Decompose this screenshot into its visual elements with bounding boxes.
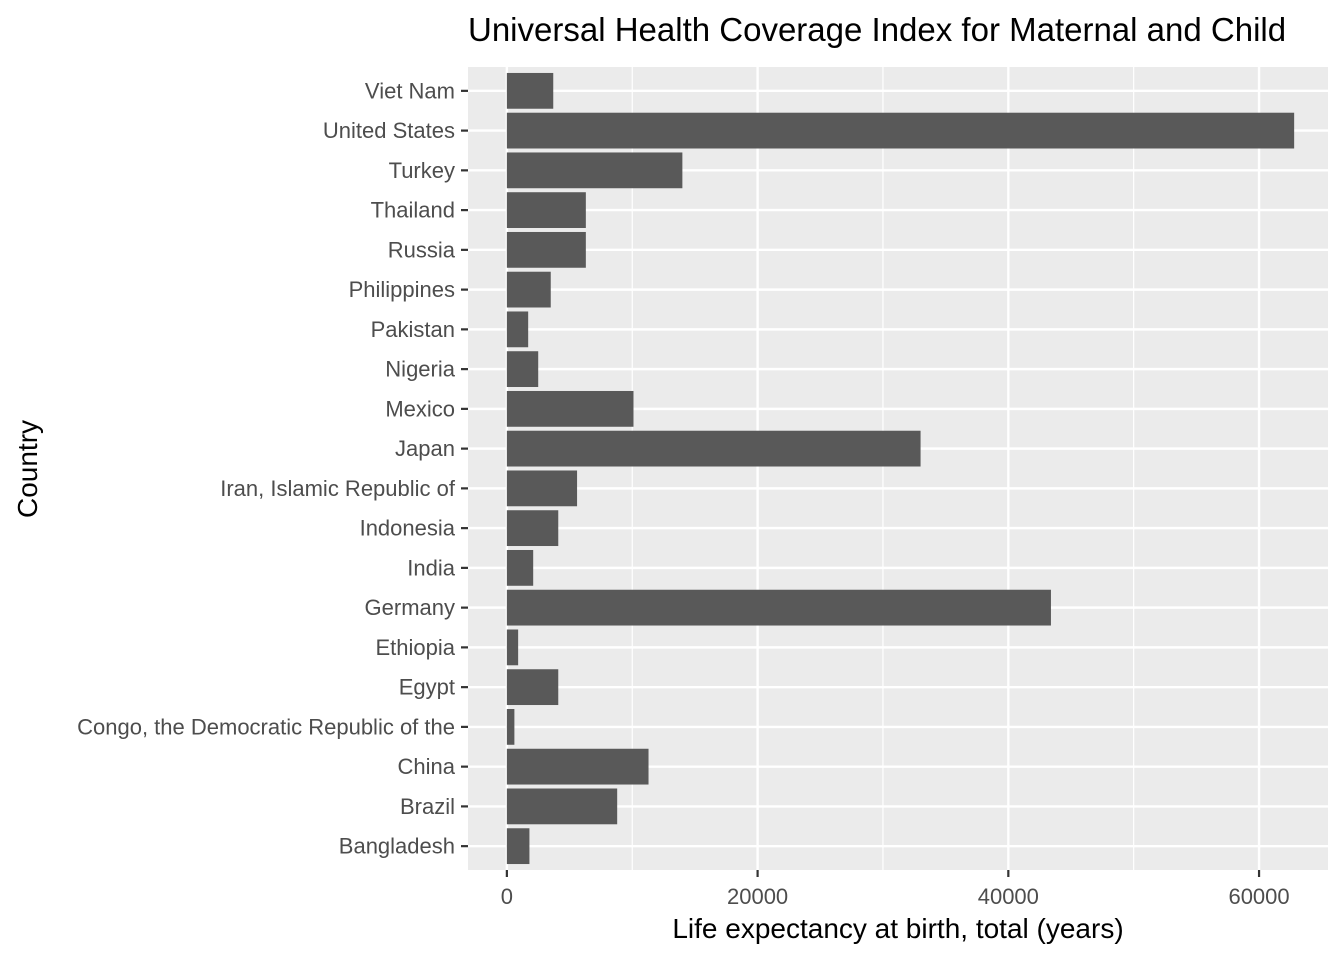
y-tick-label: Philippines bbox=[349, 277, 455, 302]
y-tick-label: Egypt bbox=[399, 675, 455, 700]
bar bbox=[506, 470, 578, 507]
bar bbox=[506, 192, 586, 228]
bar bbox=[506, 231, 586, 268]
x-tick-label: 40000 bbox=[978, 884, 1039, 909]
x-axis-title: Life expectancy at birth, total (years) bbox=[672, 913, 1123, 944]
y-axis-title: Country bbox=[12, 420, 43, 518]
bar bbox=[506, 430, 921, 467]
bar bbox=[506, 510, 559, 547]
x-tick-label: 60000 bbox=[1228, 884, 1289, 909]
y-tick-label: Russia bbox=[388, 237, 456, 262]
y-tick-label: Iran, Islamic Republic of bbox=[220, 476, 456, 501]
y-axis: Bangladesh Brazil China Congo, the Democrat… bbox=[77, 78, 468, 859]
y-tick-label: India bbox=[407, 555, 455, 580]
plot-panel bbox=[468, 67, 1328, 870]
y-tick-label: Brazil bbox=[400, 794, 455, 819]
y-tick-label: Congo, the Democratic Republic of the bbox=[77, 714, 455, 739]
y-tick-label: Mexico bbox=[385, 396, 455, 421]
y-tick-label: Nigeria bbox=[385, 357, 455, 382]
bars bbox=[506, 72, 1295, 865]
bar bbox=[506, 390, 634, 427]
y-tick-label: Thailand bbox=[371, 198, 455, 223]
bar bbox=[506, 549, 534, 586]
y-tick-label: China bbox=[398, 754, 456, 779]
y-tick-label: Indonesia bbox=[360, 516, 456, 541]
bar bbox=[506, 748, 649, 785]
y-tick-label: United States bbox=[323, 118, 455, 143]
bar bbox=[506, 589, 1051, 626]
bar bbox=[506, 351, 539, 388]
y-tick-label: Japan bbox=[395, 436, 455, 461]
bar bbox=[506, 271, 551, 308]
bar bbox=[506, 669, 559, 706]
bar bbox=[506, 629, 519, 666]
bar bbox=[506, 788, 618, 825]
bar bbox=[506, 311, 529, 348]
x-axis: 0 20000 40000 60000 bbox=[501, 870, 1290, 909]
x-tick-label: 20000 bbox=[727, 884, 788, 909]
bar bbox=[506, 828, 530, 865]
y-tick-label: Germany bbox=[365, 595, 455, 620]
chart-title: Universal Health Coverage Index for Mate… bbox=[468, 11, 1286, 48]
bar bbox=[506, 112, 1295, 149]
y-tick-label: Turkey bbox=[389, 158, 455, 183]
y-tick-label: Pakistan bbox=[371, 317, 455, 342]
bar bbox=[506, 709, 515, 745]
y-tick-label: Bangladesh bbox=[339, 834, 455, 859]
x-tick-label: 0 bbox=[501, 884, 513, 909]
bar bbox=[506, 152, 683, 189]
y-tick-label: Ethiopia bbox=[375, 635, 455, 660]
bar bbox=[506, 72, 554, 109]
y-tick-label: Viet Nam bbox=[365, 78, 455, 103]
minor-gridlines bbox=[631, 67, 1135, 870]
